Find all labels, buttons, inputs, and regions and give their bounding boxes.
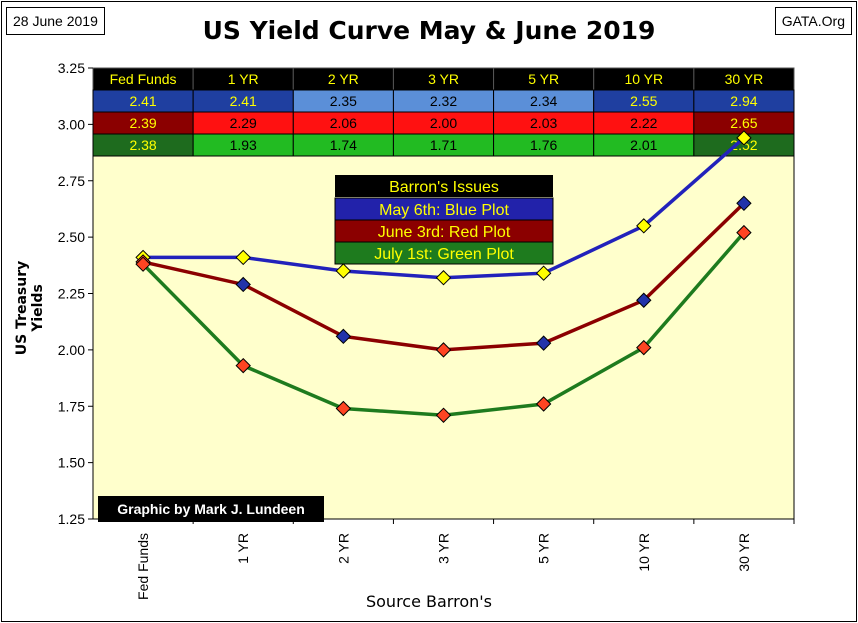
- data-point-marker: [135, 256, 151, 272]
- table-cell-value: 1.76: [530, 137, 557, 153]
- y-tick-label: 1.50: [58, 455, 85, 471]
- data-point-marker: [235, 249, 251, 266]
- table-cell-value: 2.41: [230, 93, 257, 109]
- data-point-marker: [636, 292, 652, 308]
- legend-item-label: May 6th: Blue Plot: [379, 202, 509, 219]
- data-point-marker: [235, 276, 251, 293]
- data-point-marker: [535, 396, 552, 412]
- table-header-label: 10 YR: [624, 71, 663, 87]
- table-cell-value: 2.55: [630, 93, 657, 109]
- x-tick-label: 3 YR: [436, 533, 452, 564]
- table-cell-value: 2.22: [630, 115, 657, 131]
- data-point-marker: [335, 263, 352, 279]
- source-site-label: GATA.Org: [774, 7, 852, 35]
- y-tick-label: 1.75: [58, 398, 85, 414]
- x-tick-label: 10 YR: [636, 533, 652, 572]
- table-cell-value: 2.94: [730, 93, 757, 109]
- table-header-label: 1 YR: [228, 71, 259, 87]
- data-point-marker: [535, 335, 552, 351]
- data-point-marker: [535, 265, 552, 281]
- credit-label: Graphic by Mark J. Lundeen: [117, 501, 305, 517]
- y-tick-label: 2.00: [58, 342, 85, 358]
- table-cell-value: 2.00: [430, 115, 457, 131]
- table-header-label: 30 YR: [725, 71, 764, 87]
- y-tick-label: 3.25: [58, 60, 85, 76]
- x-tick-label: 30 YR: [736, 533, 752, 572]
- table-header-label: Fed Funds: [110, 71, 177, 87]
- data-point-marker: [435, 270, 452, 286]
- table-cell-value: 2.35: [330, 93, 357, 109]
- table-cell-value: 2.29: [230, 115, 257, 131]
- table-cell-value: 2.41: [129, 93, 156, 109]
- data-point-marker: [736, 195, 752, 212]
- y-tick-label: 2.25: [58, 286, 85, 302]
- y-tick-label: 2.50: [58, 229, 85, 245]
- table-cell-value: 2.32: [430, 93, 457, 109]
- y-tick-label: 2.75: [58, 173, 85, 189]
- data-point-marker: [435, 407, 452, 423]
- table-cell-value: 1.93: [230, 137, 257, 153]
- date-label: 28 June 2019: [6, 7, 105, 35]
- x-axis-label: Source Barron's: [365, 592, 492, 611]
- legend-item-label: July 1st: Green Plot: [374, 246, 514, 263]
- table-header-label: 5 YR: [528, 71, 559, 87]
- table-cell-value: 2.38: [129, 137, 156, 153]
- table-cell-value: 2.34: [530, 93, 557, 109]
- y-tick-label: 1.25: [58, 511, 85, 527]
- data-point-marker: [736, 224, 752, 241]
- data-point-marker: [435, 342, 452, 358]
- x-tick-label: 5 YR: [536, 533, 552, 564]
- table-cell-value: 2.06: [330, 115, 357, 131]
- table-cell-value: 2.01: [630, 137, 657, 153]
- data-point-marker: [335, 328, 352, 345]
- data-point-marker: [736, 130, 752, 146]
- legend-title: Barron's Issues: [389, 179, 499, 196]
- data-point-marker: [235, 357, 251, 374]
- table-header-label: 3 YR: [428, 71, 459, 87]
- credit-box: [98, 496, 324, 522]
- data-point-marker: [636, 218, 652, 234]
- x-tick-label: Fed Funds: [135, 533, 151, 600]
- legend-title-box: [335, 175, 553, 197]
- table-cell-value: 1.74: [330, 137, 357, 153]
- table-cell-value: 2.03: [530, 115, 557, 131]
- data-point-marker: [636, 339, 652, 356]
- legend-item-label: June 3rd: Red Plot: [378, 224, 511, 241]
- x-tick-label: 2 YR: [335, 533, 351, 564]
- data-point-marker: [335, 400, 352, 417]
- table-cell-value: 1.71: [430, 137, 457, 153]
- chart-title: US Yield Curve May & June 2019: [202, 16, 656, 45]
- legend-item-box: [334, 241, 554, 265]
- x-tick-label: 1 YR: [235, 533, 251, 564]
- table-header-label: 2 YR: [328, 71, 359, 87]
- y-tick-label: 3.00: [58, 116, 85, 132]
- table-cell-value: 2.65: [730, 115, 757, 131]
- table-cell-value: 2.39: [129, 115, 156, 131]
